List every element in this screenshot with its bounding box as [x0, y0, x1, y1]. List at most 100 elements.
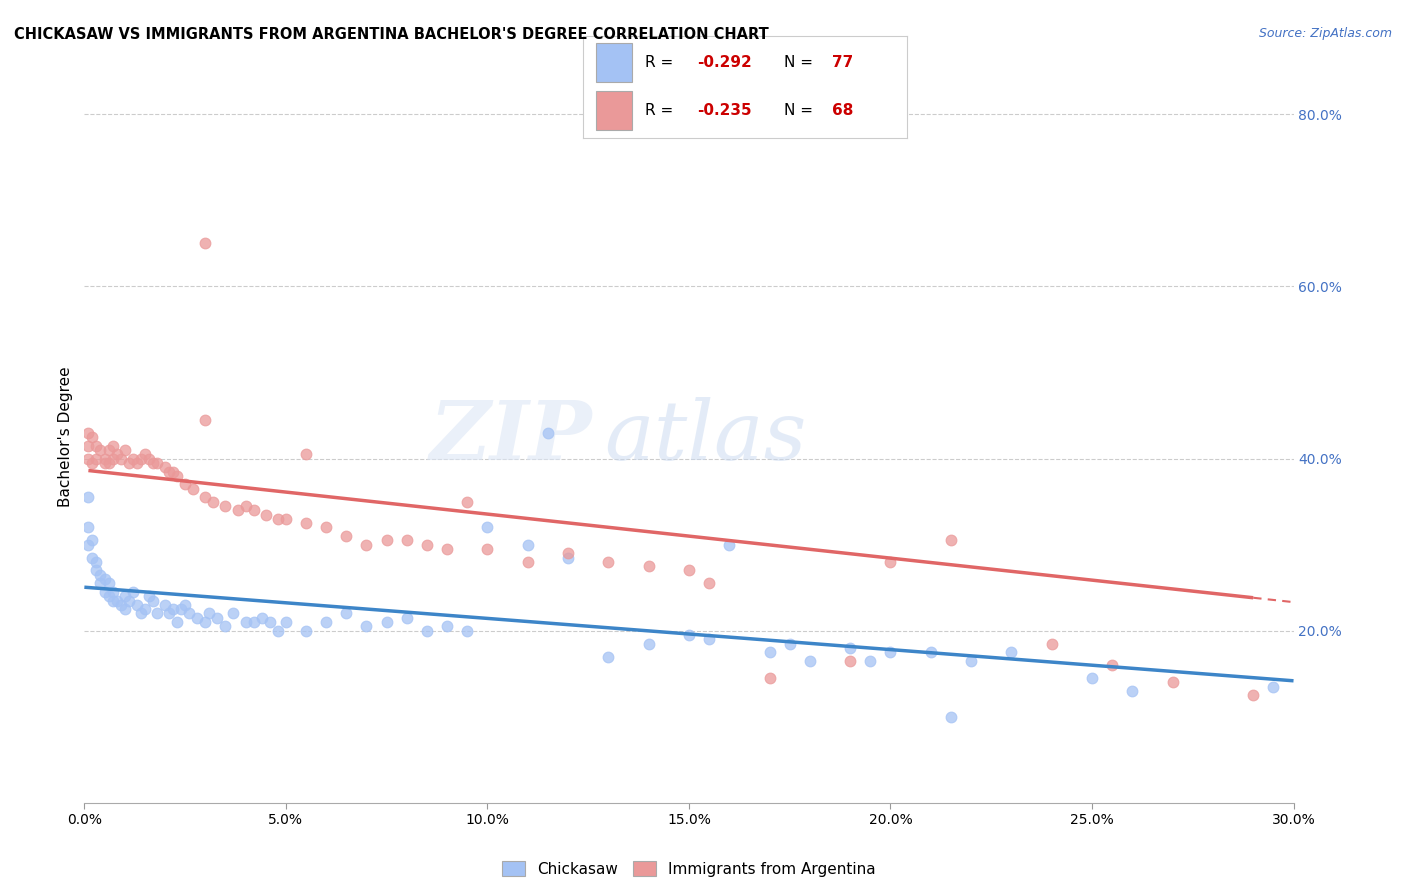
Point	[142, 593, 165, 607]
Point	[356, 538, 378, 552]
Point	[101, 451, 124, 466]
Point	[242, 615, 264, 629]
Point	[920, 645, 942, 659]
Point	[1081, 671, 1104, 685]
Point	[134, 602, 156, 616]
Point	[129, 607, 152, 621]
Point	[97, 442, 120, 457]
Point	[516, 538, 538, 552]
Point	[295, 516, 318, 530]
Point	[939, 710, 962, 724]
Point	[110, 451, 132, 466]
Point	[77, 439, 100, 453]
Point	[198, 607, 221, 621]
Point	[101, 593, 124, 607]
Point	[242, 503, 264, 517]
Point	[105, 447, 128, 461]
Point	[121, 451, 143, 466]
Text: atlas: atlas	[605, 397, 807, 477]
Point	[114, 589, 136, 603]
Text: Source: ZipAtlas.com: Source: ZipAtlas.com	[1258, 27, 1392, 40]
Point	[1101, 658, 1123, 673]
Point	[456, 624, 478, 638]
Point	[86, 564, 108, 578]
Point	[121, 585, 143, 599]
Point	[89, 576, 111, 591]
Point	[598, 649, 620, 664]
Point	[153, 460, 176, 475]
Point	[166, 468, 188, 483]
Point	[250, 611, 273, 625]
Point	[879, 645, 901, 659]
Point	[226, 503, 249, 517]
Point	[859, 654, 882, 668]
Point	[146, 456, 169, 470]
Point	[214, 499, 236, 513]
Point	[97, 576, 120, 591]
Point	[82, 456, 104, 470]
Point	[274, 512, 297, 526]
Point	[1000, 645, 1022, 659]
Point	[153, 598, 176, 612]
Point	[194, 413, 217, 427]
Point	[174, 598, 197, 612]
Point	[477, 520, 499, 534]
Point	[356, 619, 378, 633]
Point	[436, 541, 458, 556]
Point	[295, 447, 318, 461]
Point	[86, 439, 108, 453]
Point	[77, 451, 100, 466]
Point	[516, 555, 538, 569]
Point	[395, 533, 418, 548]
Text: N =: N =	[785, 54, 818, 70]
Point	[134, 447, 156, 461]
Point	[93, 585, 115, 599]
Point	[335, 607, 357, 621]
Point	[637, 559, 659, 574]
Point	[202, 494, 225, 508]
Point	[697, 632, 720, 647]
Point	[125, 456, 148, 470]
Point	[456, 494, 478, 508]
Point	[129, 451, 152, 466]
Text: R =: R =	[645, 54, 678, 70]
Point	[110, 598, 132, 612]
Point	[416, 624, 439, 638]
Point	[166, 615, 188, 629]
Point	[779, 637, 801, 651]
Point	[960, 654, 983, 668]
Point	[274, 615, 297, 629]
Point	[181, 482, 204, 496]
Point	[697, 576, 720, 591]
Point	[142, 456, 165, 470]
Point	[89, 442, 111, 457]
Point	[179, 607, 201, 621]
Point	[162, 465, 184, 479]
Point	[839, 654, 862, 668]
Point	[146, 607, 169, 621]
Point	[194, 491, 217, 505]
Point	[194, 615, 217, 629]
Point	[77, 491, 100, 505]
Point	[86, 555, 108, 569]
FancyBboxPatch shape	[596, 43, 633, 82]
Point	[235, 499, 257, 513]
Point	[375, 615, 398, 629]
Point	[939, 533, 962, 548]
Point	[718, 538, 741, 552]
Text: ZIP: ZIP	[430, 397, 592, 477]
Y-axis label: Bachelor's Degree: Bachelor's Degree	[58, 367, 73, 508]
Point	[77, 538, 100, 552]
Point	[138, 451, 160, 466]
Point	[678, 564, 700, 578]
FancyBboxPatch shape	[596, 91, 633, 130]
Point	[1161, 675, 1184, 690]
Point	[436, 619, 458, 633]
Point	[207, 611, 229, 625]
Point	[157, 607, 180, 621]
Point	[93, 451, 115, 466]
Point	[157, 465, 180, 479]
Text: 77: 77	[832, 54, 853, 70]
Text: -0.235: -0.235	[697, 103, 751, 118]
Point	[86, 451, 108, 466]
